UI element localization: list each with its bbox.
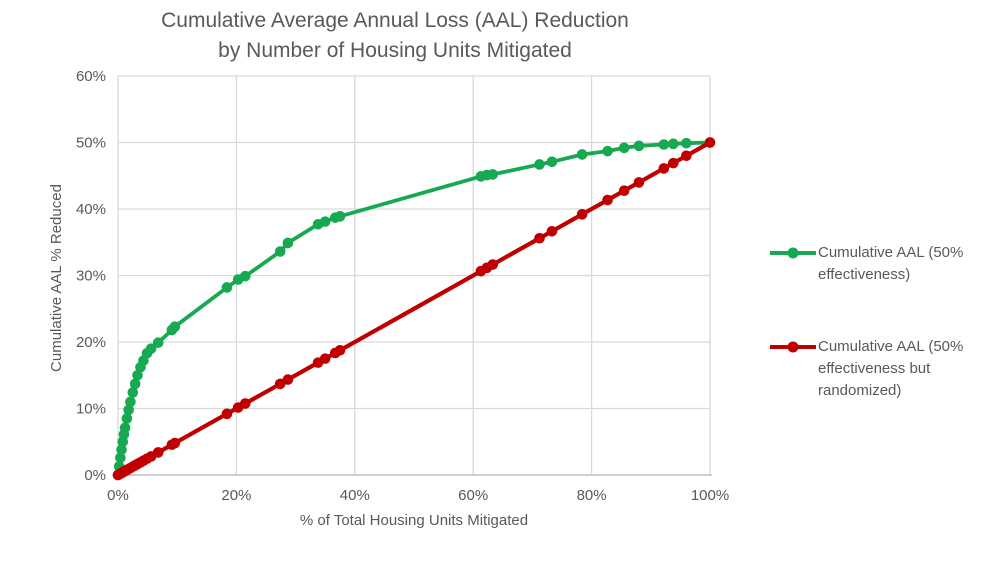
x-tick-label: 40% [340,487,370,504]
data-point [681,137,692,149]
y-tick-label: 50% [76,135,106,152]
data-point [123,404,134,416]
x-tick-label: 80% [577,487,607,504]
y-tick-label: 40% [76,201,106,218]
data-point [681,150,692,162]
data-point [576,209,588,220]
data-point [667,157,679,169]
data-point [487,169,499,180]
y-tick-label: 60% [76,68,106,85]
data-point [169,321,181,333]
data-point [239,398,251,409]
legend-item-1: Cumulative AAL (50% effectiveness but ra… [770,336,990,402]
data-point [125,396,136,408]
data-point [602,194,613,206]
data-point [282,374,294,385]
legend-line-marker-icon [770,341,816,353]
data-point [546,225,558,237]
data-point [602,145,613,157]
data-point [115,452,126,464]
data-point [319,216,331,227]
chart-legend: Cumulative AAL (50% effectiveness) Cumula… [770,242,990,452]
y-tick-label: 30% [76,268,106,285]
data-point [658,163,670,174]
data-point [116,444,127,456]
chart-title-line-1: Cumulative Average Annual Loss (AAL) Red… [161,9,629,32]
legend-label: Cumulative AAL (50% effectiveness but ra… [818,338,964,399]
data-point [534,232,545,244]
data-point [121,413,133,424]
x-tick-label: 100% [691,487,729,504]
data-point [132,369,143,381]
x-tick-label: 60% [458,487,488,504]
legend-item-0: Cumulative AAL (50% effectiveness) [770,242,990,286]
data-point [239,270,251,282]
data-point [618,185,630,197]
y-tick-label: 10% [76,401,106,418]
y-tick-label: 0% [84,467,106,484]
data-point [667,138,679,150]
data-point [334,345,346,356]
data-point [534,159,545,170]
data-point [487,259,499,270]
y-axis-title: Cumulative AAL % Reduced [48,184,65,372]
data-point [152,447,164,458]
x-tick-label: 0% [107,487,129,504]
data-point [119,422,131,434]
y-tick-label: 20% [76,334,106,351]
data-point [152,337,164,348]
data-point [658,139,670,150]
data-point [618,142,630,154]
data-point [704,137,716,148]
data-point [274,246,286,257]
x-axis-title: % of Total Housing Units Mitigated [299,512,529,529]
data-point [334,211,346,222]
data-point [221,408,233,420]
data-point [282,237,294,249]
data-point [633,177,645,188]
legend-label: Cumulative AAL (50% effectiveness) [818,244,964,283]
data-point [129,378,141,390]
data-point [576,149,588,160]
data-point [546,156,558,168]
legend-line-marker-icon [770,247,816,259]
data-point [127,387,139,398]
data-point [221,282,233,293]
data-point [169,437,181,449]
data-point [274,378,286,390]
chart-title-line-2: by Number of Housing Units Mitigated [218,39,572,62]
data-point [633,140,645,152]
x-tick-label: 20% [221,487,251,504]
data-point [319,353,331,364]
data-point [145,343,157,354]
